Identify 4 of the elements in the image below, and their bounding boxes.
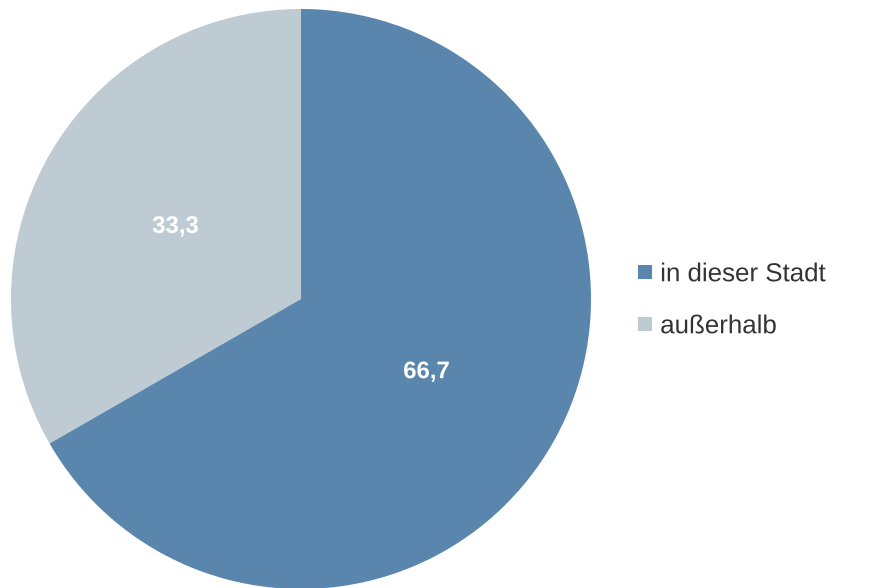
legend-label: in dieser Stadt [662, 262, 826, 282]
legend-label: außerhalb [661, 314, 776, 334]
data-label: 33,3 [152, 216, 198, 237]
data-label: 66,7 [404, 361, 449, 382]
